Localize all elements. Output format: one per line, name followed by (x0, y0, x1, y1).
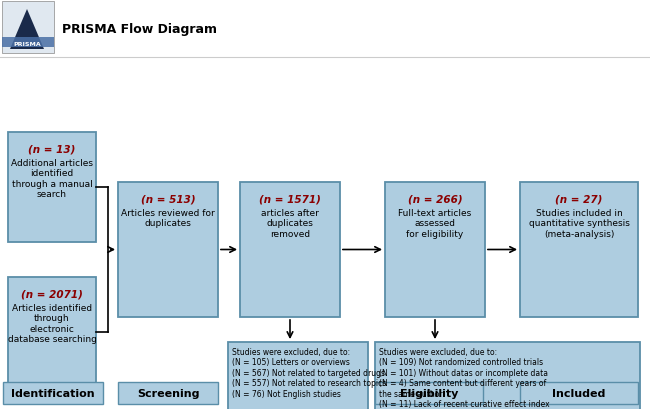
Text: Articles identified
through
electronic
database searching: Articles identified through electronic d… (8, 303, 96, 344)
Text: Additional articles
identified
through a manual
search: Additional articles identified through a… (11, 159, 93, 199)
Text: (n = 1571): (n = 1571) (259, 195, 321, 204)
FancyBboxPatch shape (375, 342, 640, 409)
FancyBboxPatch shape (118, 182, 218, 317)
Text: articles after
duplicates
removed: articles after duplicates removed (261, 209, 319, 238)
Bar (3, 382, 103, 404)
Polygon shape (10, 10, 44, 50)
Bar (2, 2, 54, 54)
Text: (n = 266): (n = 266) (408, 195, 462, 204)
Text: PRISMA: PRISMA (13, 41, 41, 46)
Text: (n = 13): (n = 13) (29, 145, 75, 155)
Text: Identification: Identification (11, 388, 95, 398)
Bar (2, 38, 54, 48)
FancyBboxPatch shape (8, 133, 96, 243)
FancyBboxPatch shape (385, 182, 485, 317)
Text: Studies were excluded, due to:
(N = 105) Letters or overviews
(N = 567) Not rela: Studies were excluded, due to: (N = 105)… (232, 347, 386, 398)
Text: Articles reviewed for
duplicates: Articles reviewed for duplicates (121, 209, 215, 228)
Bar (375, 382, 483, 404)
Bar (520, 382, 638, 404)
Text: Screening: Screening (136, 388, 200, 398)
FancyBboxPatch shape (8, 277, 96, 387)
Text: Full-text articles
assessed
for eligibility: Full-text articles assessed for eligibil… (398, 209, 472, 238)
FancyBboxPatch shape (520, 182, 638, 317)
Text: PRISMA Flow Diagram: PRISMA Flow Diagram (62, 23, 217, 36)
Bar (118, 382, 218, 404)
Text: Included: Included (552, 388, 606, 398)
Text: (n = 513): (n = 513) (140, 195, 195, 204)
Text: Studies were excluded, due to:
(N = 109) Not randomized controlled trials
(N = 1: Studies were excluded, due to: (N = 109)… (379, 347, 557, 409)
Text: (n = 2071): (n = 2071) (21, 289, 83, 299)
FancyBboxPatch shape (240, 182, 340, 317)
Text: (n = 27): (n = 27) (555, 195, 603, 204)
Text: Eligibility: Eligibility (400, 388, 458, 398)
FancyBboxPatch shape (228, 342, 368, 409)
Text: Studies included in
quantitative synthesis
(meta-analysis): Studies included in quantitative synthes… (528, 209, 629, 238)
